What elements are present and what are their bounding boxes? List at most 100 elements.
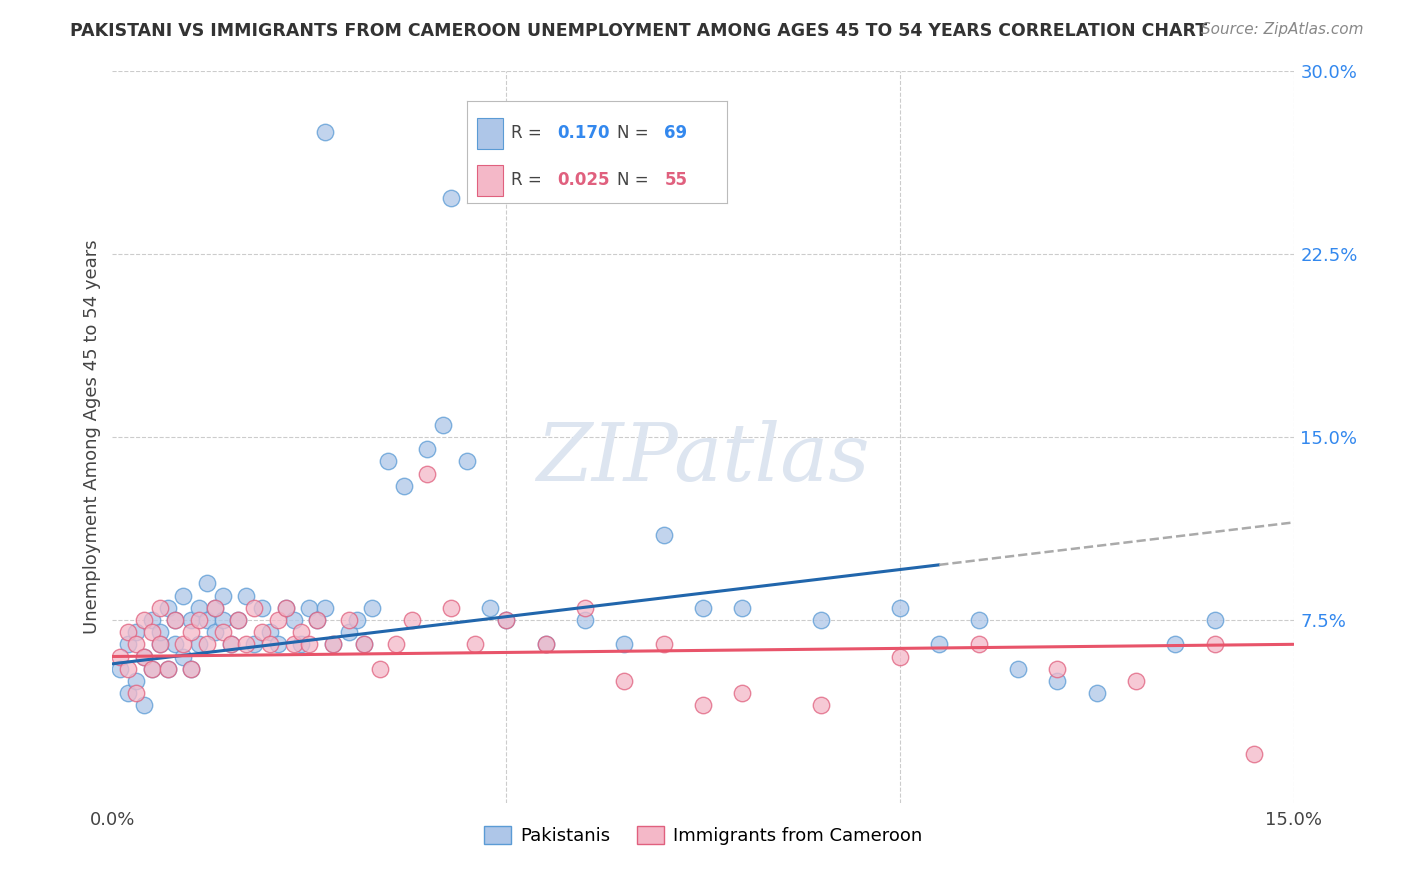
- Point: [928, 637, 950, 651]
- Text: ZIPatlas: ZIPatlas: [536, 420, 870, 498]
- Point: [692, 698, 714, 713]
- Point: [731, 686, 754, 700]
- Text: PAKISTANI VS IMMIGRANTS FROM CAMEROON UNEMPLOYMENT AMONG AGES 45 TO 54 YEARS COR: PAKISTANI VS IMMIGRANTS FROM CAMEROON UN…: [70, 22, 1208, 40]
- Point: [432, 417, 454, 432]
- Point: [204, 625, 226, 640]
- Point: [298, 637, 321, 651]
- Point: [1085, 686, 1108, 700]
- Point: [125, 637, 148, 651]
- Point: [117, 686, 139, 700]
- Point: [125, 686, 148, 700]
- Point: [125, 625, 148, 640]
- Point: [235, 589, 257, 603]
- Legend: Pakistanis, Immigrants from Cameroon: Pakistanis, Immigrants from Cameroon: [477, 819, 929, 852]
- Point: [613, 637, 636, 651]
- Point: [132, 649, 155, 664]
- Point: [967, 637, 990, 651]
- Point: [810, 698, 832, 713]
- Point: [652, 527, 675, 541]
- Point: [110, 662, 132, 676]
- Point: [1007, 662, 1029, 676]
- Point: [219, 637, 242, 651]
- Point: [180, 662, 202, 676]
- Point: [180, 613, 202, 627]
- Point: [1125, 673, 1147, 688]
- Point: [1164, 637, 1187, 651]
- Point: [416, 467, 439, 481]
- Point: [967, 613, 990, 627]
- Y-axis label: Unemployment Among Ages 45 to 54 years: Unemployment Among Ages 45 to 54 years: [83, 240, 101, 634]
- Point: [314, 125, 336, 139]
- Point: [180, 662, 202, 676]
- Point: [250, 600, 273, 615]
- Point: [204, 600, 226, 615]
- Point: [353, 637, 375, 651]
- Point: [440, 600, 463, 615]
- Point: [235, 637, 257, 651]
- Point: [298, 600, 321, 615]
- Point: [274, 600, 297, 615]
- Point: [889, 649, 911, 664]
- Point: [613, 673, 636, 688]
- Point: [180, 625, 202, 640]
- Point: [195, 613, 218, 627]
- Point: [165, 613, 187, 627]
- Point: [172, 589, 194, 603]
- Point: [1046, 662, 1069, 676]
- Point: [274, 600, 297, 615]
- Point: [259, 637, 281, 651]
- Point: [283, 637, 305, 651]
- Point: [495, 613, 517, 627]
- Point: [307, 613, 329, 627]
- Point: [132, 613, 155, 627]
- Point: [534, 637, 557, 651]
- Point: [211, 625, 233, 640]
- Point: [479, 600, 502, 615]
- Point: [337, 613, 360, 627]
- Point: [392, 479, 415, 493]
- Point: [141, 662, 163, 676]
- Point: [377, 454, 399, 468]
- Point: [1204, 637, 1226, 651]
- Point: [652, 637, 675, 651]
- Point: [440, 191, 463, 205]
- Point: [346, 613, 368, 627]
- Point: [368, 662, 391, 676]
- Point: [219, 637, 242, 651]
- Point: [132, 649, 155, 664]
- Point: [228, 613, 250, 627]
- Point: [464, 637, 486, 651]
- Point: [307, 613, 329, 627]
- Point: [731, 600, 754, 615]
- Point: [337, 625, 360, 640]
- Point: [204, 600, 226, 615]
- Point: [692, 600, 714, 615]
- Point: [149, 625, 172, 640]
- Point: [110, 649, 132, 664]
- Point: [117, 637, 139, 651]
- Point: [156, 662, 179, 676]
- Point: [211, 589, 233, 603]
- Point: [361, 600, 384, 615]
- Point: [141, 625, 163, 640]
- Point: [495, 613, 517, 627]
- Point: [574, 600, 596, 615]
- Point: [456, 454, 478, 468]
- Point: [228, 613, 250, 627]
- Point: [322, 637, 344, 651]
- Point: [156, 662, 179, 676]
- Point: [401, 613, 423, 627]
- Point: [195, 637, 218, 651]
- Point: [243, 637, 266, 651]
- Point: [574, 613, 596, 627]
- Point: [810, 613, 832, 627]
- Point: [149, 637, 172, 651]
- Point: [416, 442, 439, 457]
- Point: [188, 613, 211, 627]
- Point: [165, 613, 187, 627]
- Point: [195, 576, 218, 591]
- Point: [290, 637, 312, 651]
- Point: [149, 637, 172, 651]
- Point: [165, 637, 187, 651]
- Point: [290, 625, 312, 640]
